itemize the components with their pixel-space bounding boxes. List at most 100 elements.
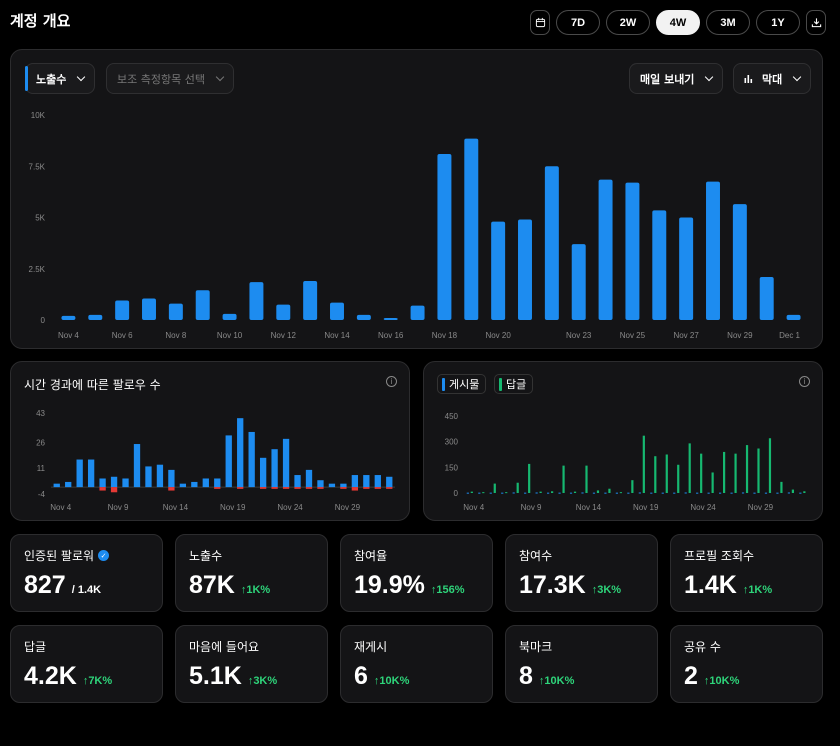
posts-bar — [466, 492, 469, 494]
follows-bar — [191, 481, 198, 488]
stat-card[interactable]: 인증된 팔로워 ✓ 827 / 1.4K — [10, 534, 163, 612]
follows-bar — [53, 483, 60, 488]
range-2w-button[interactable]: 2W — [606, 10, 650, 35]
stat-value: 1.4K — [684, 571, 737, 599]
stat-value-row: 87K ↑1K% — [189, 571, 270, 600]
y-tick-label: 0 — [454, 489, 459, 498]
impressions-bar — [330, 302, 344, 320]
x-tick-label: Nov 6 — [112, 331, 133, 340]
stat-label-text: 공유 수 — [684, 640, 721, 654]
impressions-bar — [518, 219, 532, 320]
arrow-up-icon: ↑ — [240, 584, 247, 596]
impressions-bar — [706, 181, 720, 320]
metric-accent-bar — [25, 66, 28, 91]
unfollows-bar — [271, 487, 278, 489]
stat-label-text: 프로필 조회수 — [684, 549, 755, 563]
stat-card[interactable]: 마음에 들어요 5.1K ↑3K% — [175, 625, 328, 703]
follows-bar — [65, 481, 72, 488]
follows-bar — [248, 431, 255, 488]
impressions-bar — [571, 244, 586, 320]
impressions-bar — [383, 317, 398, 320]
info-icon[interactable]: i — [386, 376, 397, 387]
replies-bar — [585, 465, 588, 493]
stat-card[interactable]: 공유 수 2 ↑10K% — [670, 625, 823, 703]
stat-card[interactable]: 프로필 조회수 1.4K ↑1K% — [670, 534, 823, 612]
stat-label: 공유 수 — [684, 638, 721, 655]
range-1y-button[interactable]: 1Y — [756, 10, 800, 35]
follows-bar — [351, 475, 359, 488]
x-tick-label: Nov 4 — [58, 331, 79, 340]
y-tick-label: 26 — [36, 438, 45, 447]
stat-card[interactable]: 참여수 17.3K ↑3K% — [505, 534, 658, 612]
stat-value-row: 6 ↑10K% — [354, 662, 409, 691]
follows-bar — [294, 475, 301, 488]
impressions-bar-chart: 10K 7.5K 5K 2.5K 0 Nov 4 Nov 6 Nov 8 Nov 10 Nov 1… — [29, 111, 801, 340]
posts-bar — [661, 492, 664, 494]
follows-bar — [305, 469, 313, 488]
stat-label: 마음에 들어요 — [189, 638, 259, 655]
legend-replies[interactable]: 답글 — [494, 374, 534, 394]
download-button[interactable] — [806, 10, 826, 35]
stat-card[interactable]: 북마크 8 ↑10K% — [505, 625, 658, 703]
x-tick-label: Nov 14 — [324, 331, 350, 340]
x-tick-label: Nov 27 — [673, 331, 699, 340]
x-tick-label: Nov 14 — [163, 503, 189, 512]
y-tick-label: -4 — [38, 490, 46, 499]
export-dropdown[interactable]: 매일 보내기 — [629, 63, 724, 94]
replies-bar — [711, 472, 714, 493]
range-4w-button[interactable]: 4W — [656, 10, 700, 35]
chart-type-dropdown[interactable]: 막대 — [733, 63, 812, 94]
download-icon — [811, 18, 821, 28]
calendar-button[interactable] — [530, 10, 550, 35]
info-icon[interactable]: i — [799, 376, 810, 387]
stat-card[interactable]: 답글 4.2K ↑7K% — [10, 625, 163, 703]
y-tick-label: 5K — [35, 214, 45, 223]
replies-bar — [654, 456, 657, 493]
range-3m-button[interactable]: 3M — [706, 10, 750, 35]
follows-bar — [363, 475, 370, 488]
impressions-bar — [464, 138, 479, 320]
stat-label: 재게시 — [354, 638, 387, 655]
follows-bar — [225, 435, 232, 488]
stat-change: ↑10K% — [539, 675, 574, 687]
posts-bar — [730, 492, 733, 494]
replies-bar — [780, 481, 783, 493]
range-7d-button[interactable]: 7D — [556, 10, 600, 35]
replies-color-swatch — [499, 377, 502, 391]
verified-badge-icon: ✓ — [98, 550, 110, 561]
content-panel: 게시물 답글 i 450 300 150 0 Nov 4 Nov 9 Nov 14 Nov 1… — [423, 361, 823, 521]
arrow-up-icon: ↑ — [591, 584, 598, 596]
replies-bar — [757, 448, 760, 493]
metric-dropdown[interactable]: 노출수 — [25, 63, 96, 94]
follows-bar — [99, 478, 106, 488]
arrow-up-icon: ↑ — [373, 675, 380, 687]
x-tick-label: Nov 9 — [108, 503, 129, 512]
stat-change: ↑10K% — [704, 675, 739, 687]
stat-card[interactable]: 참여율 19.9% ↑156% — [340, 534, 493, 612]
x-tick-label: Nov 4 — [50, 503, 71, 512]
stat-card[interactable]: 노출수 87K ↑1K% — [175, 534, 328, 612]
arrow-up-icon: ↑ — [538, 675, 545, 687]
impressions-panel: 노출수 보조 측정항목 선택 매일 보내기 막대 10K 7.5K 5K 2.5K 0 N… — [10, 49, 823, 349]
legend-posts[interactable]: 게시물 — [437, 374, 487, 394]
posts-bar — [558, 492, 561, 494]
follows-bar — [133, 444, 141, 488]
posts-bar — [696, 492, 699, 494]
secondary-metric-dropdown[interactable]: 보조 측정항목 선택 — [106, 63, 234, 94]
replies-bar — [505, 492, 508, 494]
posts-bar — [478, 492, 481, 494]
replies-bar — [470, 491, 473, 493]
stat-card[interactable]: 재게시 6 ↑10K% — [340, 625, 493, 703]
y-tick-label: 450 — [445, 412, 459, 421]
calendar-icon — [535, 17, 545, 28]
replies-bar — [665, 454, 668, 493]
stat-value-row: 8 ↑10K% — [519, 662, 574, 691]
replies-bar — [734, 453, 737, 493]
x-tick-label: Nov 19 — [220, 503, 246, 512]
stat-label: 답글 — [24, 638, 46, 655]
stat-label-text: 인증된 팔로워 — [24, 549, 95, 563]
impressions-bar — [598, 179, 613, 320]
arrow-up-icon: ↑ — [430, 584, 437, 596]
x-tick-label: Nov 9 — [521, 503, 542, 512]
follows-bar — [374, 475, 381, 488]
